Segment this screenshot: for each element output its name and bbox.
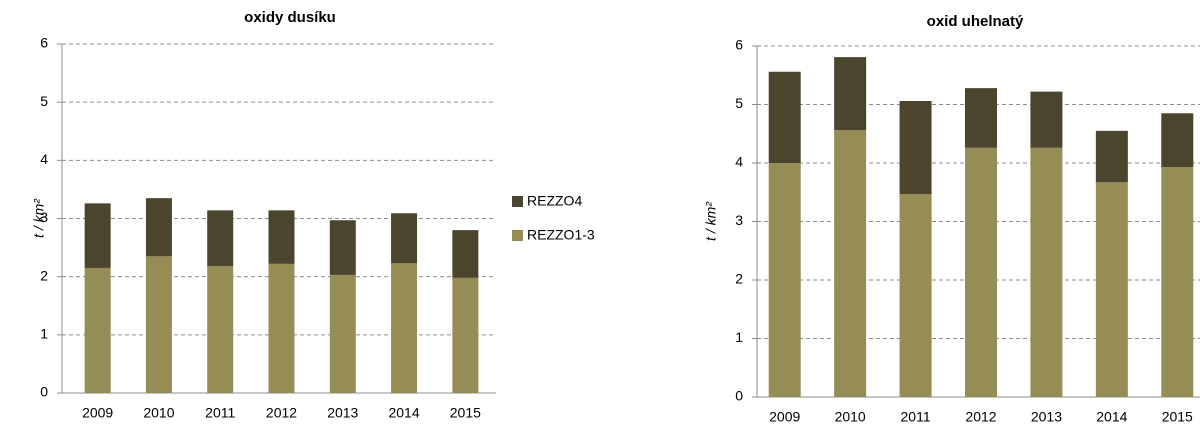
y-tick-label: 4 bbox=[735, 154, 743, 170]
y-tick-label: 2 bbox=[735, 271, 743, 287]
bar-segment bbox=[1030, 147, 1063, 397]
bar-segment bbox=[452, 277, 479, 393]
x-tick-label: 2015 bbox=[1162, 409, 1193, 425]
x-tick-label: 2014 bbox=[388, 405, 419, 421]
chart-title: oxid uhelnatý bbox=[927, 13, 1024, 30]
x-tick-label: 2013 bbox=[327, 405, 358, 421]
x-tick-label: 2012 bbox=[266, 405, 297, 421]
bar-segment bbox=[1095, 130, 1128, 183]
bar-segment bbox=[145, 198, 172, 257]
y-tick-label: 6 bbox=[40, 35, 48, 51]
legend-swatch bbox=[512, 196, 523, 207]
bar-segment bbox=[834, 130, 867, 398]
x-tick-label: 2009 bbox=[82, 405, 113, 421]
x-tick-label: 2011 bbox=[901, 409, 931, 425]
bar-segment bbox=[329, 220, 356, 275]
legend-swatch bbox=[512, 230, 523, 241]
bar-segment bbox=[268, 210, 295, 264]
bar-segment bbox=[1161, 113, 1194, 168]
y-tick-label: 1 bbox=[40, 326, 48, 342]
bar-segment bbox=[268, 263, 295, 393]
y-axis-label: t / km² bbox=[703, 201, 719, 241]
chart-title: oxidy dusíku bbox=[244, 9, 336, 26]
y-tick-label: 5 bbox=[735, 95, 743, 111]
y-tick-label: 6 bbox=[735, 37, 743, 53]
bar-segment bbox=[899, 194, 932, 397]
x-tick-label: 2009 bbox=[769, 409, 800, 425]
bar-segment bbox=[768, 163, 801, 397]
bar-segment bbox=[768, 71, 801, 163]
legend-label: REZZO4 bbox=[527, 193, 582, 209]
bar-segment bbox=[207, 210, 234, 267]
y-tick-label: 0 bbox=[735, 388, 743, 404]
x-tick-label: 2012 bbox=[965, 409, 996, 425]
bar-segment bbox=[145, 256, 172, 393]
bar-segment bbox=[899, 100, 932, 195]
bar-segment bbox=[965, 147, 997, 397]
bar-segment bbox=[1161, 167, 1194, 397]
y-axis-label: t / km² bbox=[31, 198, 47, 238]
bar-segment bbox=[391, 213, 418, 264]
bar-segment bbox=[391, 263, 418, 393]
bar-segment bbox=[84, 267, 111, 393]
bar-segment bbox=[965, 88, 997, 148]
y-tick-label: 5 bbox=[40, 93, 48, 109]
legend-label: REZZO1-3 bbox=[527, 227, 595, 243]
y-tick-label: 2 bbox=[40, 267, 48, 283]
x-tick-label: 2015 bbox=[450, 405, 481, 421]
bar-segment bbox=[207, 266, 234, 393]
bar-segment bbox=[1095, 182, 1128, 397]
y-tick-label: 3 bbox=[40, 209, 48, 225]
x-tick-label: 2010 bbox=[143, 405, 174, 421]
x-tick-label: 2011 bbox=[205, 405, 235, 421]
y-tick-label: 0 bbox=[40, 384, 48, 400]
y-tick-label: 4 bbox=[40, 151, 48, 167]
y-tick-label: 3 bbox=[735, 212, 743, 228]
bar-segment bbox=[834, 57, 867, 131]
bar-segment bbox=[84, 203, 111, 268]
x-tick-label: 2014 bbox=[1096, 409, 1127, 425]
bar-segment bbox=[1030, 91, 1063, 148]
x-tick-label: 2010 bbox=[835, 409, 866, 425]
bar-segment bbox=[329, 274, 356, 393]
y-tick-label: 1 bbox=[735, 329, 743, 345]
x-tick-label: 2013 bbox=[1031, 409, 1062, 425]
bar-segment bbox=[452, 230, 479, 278]
